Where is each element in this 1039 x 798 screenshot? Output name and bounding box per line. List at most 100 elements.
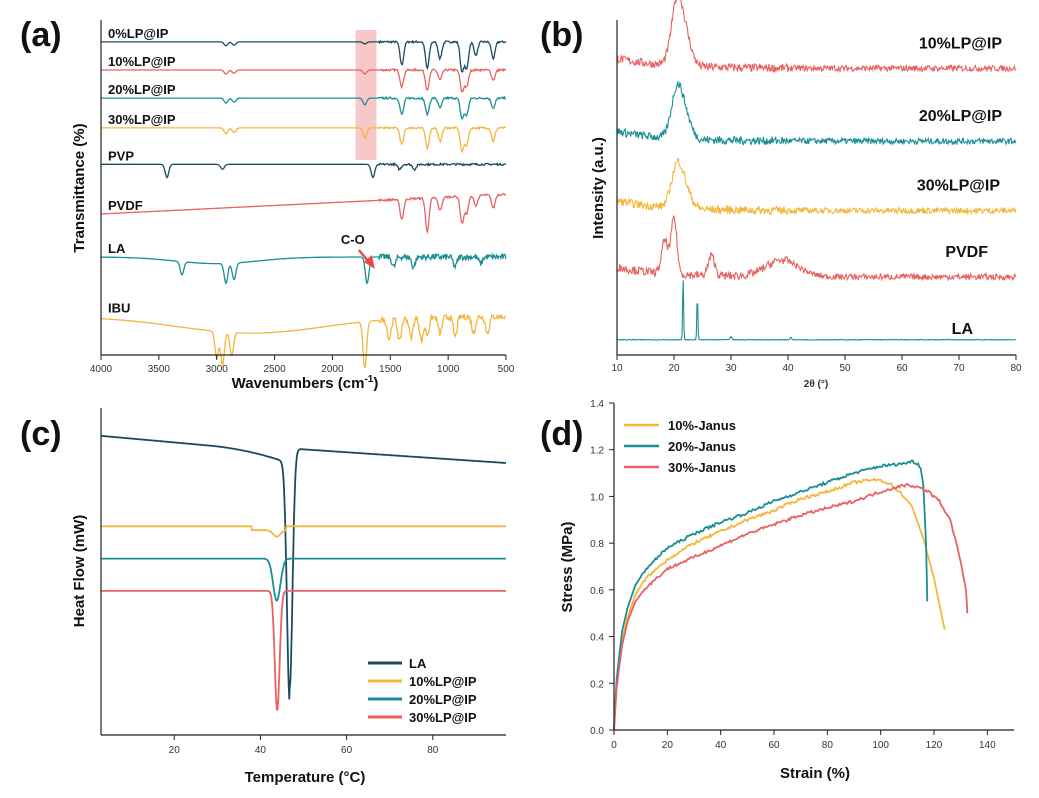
legend-label-30pct-janus: 30%-Janus xyxy=(668,460,736,475)
annotation-arrow xyxy=(357,249,375,269)
ftir-spectra xyxy=(100,39,507,369)
y-axis-label-b: Intensity (a.u.) xyxy=(590,137,607,239)
y-tick-label-d: 0.0 xyxy=(590,726,604,737)
y-tick-label-d: 0.4 xyxy=(590,633,604,644)
dsc-line-30pctlp-at-ip xyxy=(101,590,506,711)
xrd-line-pvdf xyxy=(616,215,1017,282)
y-tick-label-d: 0.2 xyxy=(590,679,604,690)
x-tick-label-b: 30 xyxy=(725,363,737,374)
x-tick-label-d: 40 xyxy=(715,740,727,751)
panel-d: (d) 0 20 40 60 80 100 120 140 0.0 0.2 0.4 0.6 0.8 1.0… xyxy=(540,399,1014,782)
panel-a: (a) 0%LP@IP 10%LP@IP 20%LP@IP 30%LP@IP PVP PV… xyxy=(20,16,515,392)
ftir-line-30pctlp-at-ip xyxy=(101,125,507,154)
x-ticks-b: 10 20 30 40 50 60 70 80 xyxy=(611,355,1022,374)
x-tick-label-a: 3000 xyxy=(206,364,229,375)
y-axis-label-d: Stress (MPa) xyxy=(559,522,576,613)
y-tick-label-d: 0.8 xyxy=(590,539,604,550)
xrd-label-pvdf: PVDF xyxy=(945,244,988,261)
x-ticks-a: 4000 3500 3000 2500 2000 1500 1000 500 xyxy=(90,355,515,375)
x-tick-label-d: 140 xyxy=(979,740,996,751)
axis-ticks-d: 0 20 40 60 80 100 120 140 0.0 0.2 0.4 0.6 0.8 1.0 1.2 1… xyxy=(590,399,996,751)
x-tick-label-d: 20 xyxy=(662,740,674,751)
x-tick-label-a: 3500 xyxy=(148,364,171,375)
dsc-curves xyxy=(100,434,506,711)
ftir-label-pvp: PVP xyxy=(108,148,134,163)
stress-line-20pct-janus xyxy=(613,459,929,731)
x-tick-label-d: 0 xyxy=(611,740,617,751)
ftir-line-pvdf xyxy=(100,192,507,235)
xrd-line-30pctlp-at-ip xyxy=(616,157,1017,216)
ftir-line-pvp xyxy=(101,161,507,179)
arrow-head xyxy=(363,255,375,269)
ftir-line-20pctlp-at-ip xyxy=(101,95,506,121)
annotation-c-o: C-O xyxy=(341,232,365,247)
xrd-line-10pctlp-at-ip xyxy=(616,0,1017,74)
x-tick-label-b: 70 xyxy=(953,363,965,374)
panel-label-b: (b) xyxy=(540,16,583,54)
legend-label-30pctlp-at-ip: 30%LP@IP xyxy=(409,710,477,725)
x-tick-label-c: 20 xyxy=(169,745,181,756)
x-tick-label-a: 2000 xyxy=(321,364,344,375)
stress-line-10pct-janus xyxy=(613,477,946,731)
x-axis-label-d: Strain (%) xyxy=(780,765,850,782)
ftir-label-30pctlp-at-ip: 30%LP@IP xyxy=(108,112,176,127)
y-axis-label-c: Heat Flow (mW) xyxy=(71,515,88,628)
x-tick-label-c: 40 xyxy=(255,745,267,756)
highlight-band xyxy=(355,30,377,160)
ftir-line-la xyxy=(101,252,507,285)
stress-line-30pct-janus xyxy=(613,482,969,731)
x-ticks-c: 20 40 60 80 xyxy=(169,735,439,756)
x-tick-label-a: 1500 xyxy=(379,364,402,375)
ftir-label-ibu: IBU xyxy=(108,301,130,316)
x-tick-label-b: 50 xyxy=(839,363,851,374)
x-tick-label-d: 120 xyxy=(926,740,943,751)
xrd-label-30pctlp-at-ip: 30%LP@IP xyxy=(917,178,1001,195)
x-tick-label-c: 60 xyxy=(341,745,353,756)
x-tick-label-b: 80 xyxy=(1010,363,1022,374)
x-axis-label-b: 2θ (°) xyxy=(804,379,828,390)
dsc-line-10pctlp-at-ip xyxy=(101,525,506,538)
legend-label-10pctlp-at-ip: 10%LP@IP xyxy=(409,674,477,689)
x-tick-label-d: 100 xyxy=(872,740,889,751)
panel-label-a: (a) xyxy=(20,16,62,54)
legend-label-20pct-janus: 20%-Janus xyxy=(668,439,736,454)
xrd-series-labels: 10%LP@IP 20%LP@IP 30%LP@IP PVDF LA xyxy=(917,35,1003,337)
xrd-label-20pctlp-at-ip: 20%LP@IP xyxy=(919,108,1003,125)
xrd-patterns xyxy=(616,0,1017,341)
ftir-label-pvdf: PVDF xyxy=(108,198,143,213)
panel-label-c: (c) xyxy=(20,415,62,453)
legend-label-10pct-janus: 10%-Janus xyxy=(668,418,736,433)
xrd-label-la: LA xyxy=(952,321,974,338)
x-tick-label-b: 10 xyxy=(611,363,623,374)
legend-c: LA 10%LP@IP 20%LP@IP 30%LP@IP xyxy=(368,656,477,725)
legend-label-la: LA xyxy=(409,656,427,671)
ftir-series-labels: 0%LP@IP 10%LP@IP 20%LP@IP 30%LP@IP PVP PVDF LA… xyxy=(108,26,176,316)
xrd-line-20pctlp-at-ip xyxy=(616,80,1017,147)
x-axis-label-c: Temperature (°C) xyxy=(245,769,366,786)
x-tick-label-d: 60 xyxy=(768,740,780,751)
legend-d: 10%-Janus 20%-Janus 30%-Janus xyxy=(624,418,736,475)
y-tick-label-d: 1.0 xyxy=(590,492,604,503)
x-tick-label-a: 1000 xyxy=(437,364,460,375)
x-tick-label-a: 2500 xyxy=(263,364,286,375)
y-tick-label-d: 1.4 xyxy=(590,399,604,410)
xrd-line-la xyxy=(616,280,1016,341)
ftir-label-10pctlp-at-ip: 10%LP@IP xyxy=(108,54,176,69)
x-tick-label-a: 4000 xyxy=(90,364,113,375)
dsc-line-la xyxy=(100,434,506,700)
ftir-line-10pctlp-at-ip xyxy=(101,67,507,93)
ftir-line-0pctlp-at-ip xyxy=(101,39,507,73)
x-tick-label-d: 80 xyxy=(822,740,834,751)
ftir-label-0pctlp-at-ip: 0%LP@IP xyxy=(108,26,169,41)
y-axis-label-a: Transmittance (%) xyxy=(71,123,88,252)
ftir-label-20pctlp-at-ip: 20%LP@IP xyxy=(108,82,176,97)
x-tick-label-c: 80 xyxy=(427,745,439,756)
x-tick-label-b: 60 xyxy=(896,363,908,374)
legend-label-20pctlp-at-ip: 20%LP@IP xyxy=(409,692,477,707)
xrd-label-10pctlp-at-ip: 10%LP@IP xyxy=(919,35,1003,52)
panel-label-d: (d) xyxy=(540,415,583,453)
x-axis-label-a: Wavenumbers (cm-1) xyxy=(232,374,379,392)
x-tick-label-b: 20 xyxy=(668,363,680,374)
ftir-label-la: LA xyxy=(108,241,126,256)
